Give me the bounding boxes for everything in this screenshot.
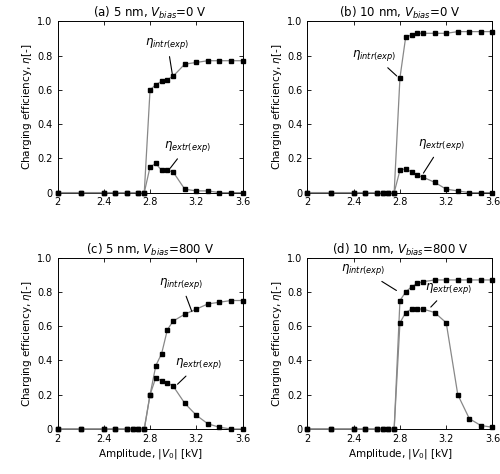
- Text: $\eta_{intr(exp)}$: $\eta_{intr(exp)}$: [159, 276, 204, 311]
- Title: (b) 10 nm, $V_{bias}$=0 V: (b) 10 nm, $V_{bias}$=0 V: [339, 5, 461, 21]
- Y-axis label: Charging efficiency, $\eta$[-]: Charging efficiency, $\eta$[-]: [270, 280, 284, 407]
- Text: $\eta_{intr(exp)}$: $\eta_{intr(exp)}$: [145, 36, 190, 77]
- Text: $\eta_{extr(exp)}$: $\eta_{extr(exp)}$: [425, 281, 472, 307]
- Text: $\eta_{extr(exp)}$: $\eta_{extr(exp)}$: [164, 139, 210, 168]
- Title: (a) 5 nm, $V_{bias}$=0 V: (a) 5 nm, $V_{bias}$=0 V: [93, 5, 207, 21]
- Text: $\eta_{extr(exp)}$: $\eta_{extr(exp)}$: [175, 356, 222, 384]
- Y-axis label: Charging efficiency, $\eta$[-]: Charging efficiency, $\eta$[-]: [20, 44, 34, 170]
- X-axis label: Amplitude, $|V_0|$ [kV]: Amplitude, $|V_0|$ [kV]: [348, 447, 452, 461]
- Text: $\eta_{extr(exp)}$: $\eta_{extr(exp)}$: [418, 137, 465, 173]
- X-axis label: Amplitude, $|V_0|$ [kV]: Amplitude, $|V_0|$ [kV]: [98, 447, 202, 461]
- Y-axis label: Charging efficiency, $\eta$[-]: Charging efficiency, $\eta$[-]: [20, 280, 34, 407]
- Text: $\eta_{intr(exp)}$: $\eta_{intr(exp)}$: [340, 262, 396, 291]
- Text: $\eta_{intr(exp)}$: $\eta_{intr(exp)}$: [352, 48, 397, 76]
- Title: (c) 5 nm, $V_{bias}$=800 V: (c) 5 nm, $V_{bias}$=800 V: [86, 242, 214, 258]
- Title: (d) 10 nm, $V_{bias}$=800 V: (d) 10 nm, $V_{bias}$=800 V: [332, 242, 468, 258]
- Y-axis label: Charging efficiency, $\eta$[-]: Charging efficiency, $\eta$[-]: [270, 44, 284, 170]
